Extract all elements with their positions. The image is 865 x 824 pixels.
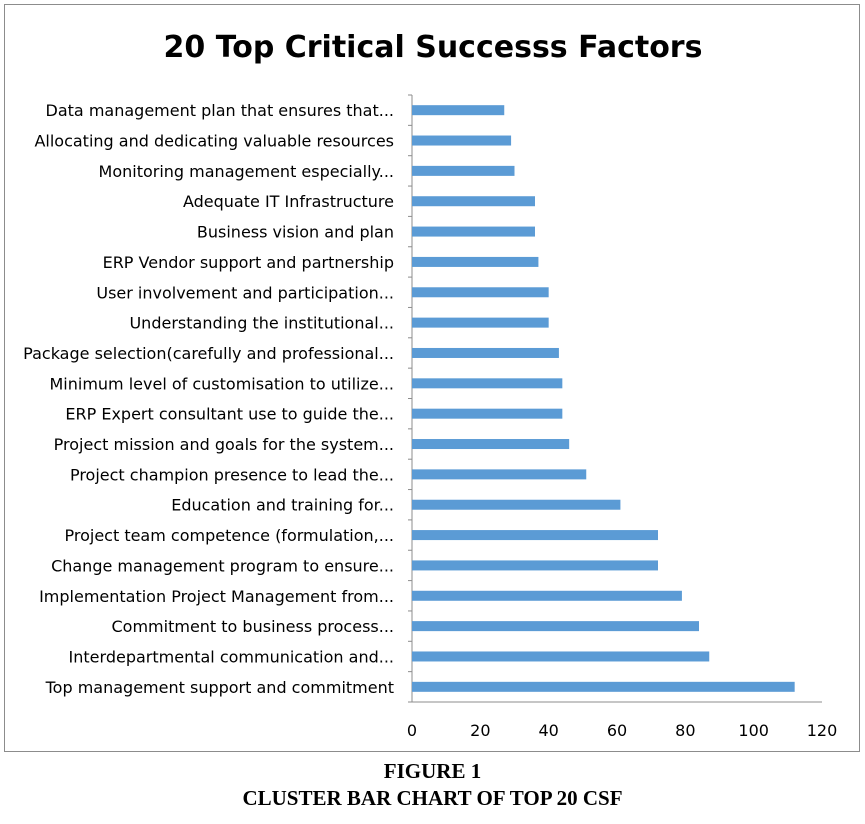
bar <box>412 530 658 541</box>
x-tick-label: 60 <box>607 721 627 740</box>
category-label: Top management support and commitment <box>45 678 394 697</box>
bar <box>412 621 699 632</box>
x-tick-label: 120 <box>807 721 838 740</box>
chart-axes <box>408 94 822 703</box>
bar <box>412 287 549 298</box>
category-label: User involvement and participation... <box>96 283 394 302</box>
bar-chart: 20 Top Critical Successs Factors Top man… <box>23 30 837 740</box>
chart-frame: 20 Top Critical Successs Factors Top man… <box>4 4 860 752</box>
x-tick-label: 40 <box>538 721 558 740</box>
bar <box>412 408 563 419</box>
chart-bars <box>412 105 795 692</box>
x-tick-label: 100 <box>738 721 769 740</box>
figure-number: FIGURE 1 <box>383 759 482 783</box>
bar <box>412 560 658 571</box>
category-label: Adequate IT Infrastructure <box>183 192 394 211</box>
bar <box>412 439 570 450</box>
bar <box>412 135 512 146</box>
figure-description: CLUSTER BAR CHART OF TOP 20 CSF <box>242 786 623 810</box>
category-label: Data management plan that ensures that..… <box>46 101 394 120</box>
bar <box>412 105 505 116</box>
bar <box>412 651 710 662</box>
category-label: Project team competence (formulation,... <box>64 526 394 545</box>
bar <box>412 226 535 237</box>
x-tick-label: 0 <box>407 721 417 740</box>
category-label: Implementation Project Management from..… <box>39 587 394 606</box>
category-label: Change management program to ensure... <box>51 556 394 575</box>
category-label: ERP Vendor support and partnership <box>103 253 394 272</box>
figure-caption: FIGURE 1 CLUSTER BAR CHART OF TOP 20 CSF <box>0 758 865 812</box>
category-label: Commitment to business process... <box>112 617 395 636</box>
bar <box>412 590 682 601</box>
category-label: ERP Expert consultant use to guide the..… <box>65 405 394 424</box>
category-label: Minimum level of customisation to utiliz… <box>49 374 394 393</box>
bar <box>412 499 621 510</box>
bar <box>412 378 563 389</box>
category-label: Understanding the institutional... <box>129 314 394 333</box>
bar <box>412 681 795 692</box>
category-label: Allocating and dedicating valuable resou… <box>34 132 394 151</box>
bar <box>412 469 587 480</box>
category-labels: Top management support and commitment Int… <box>23 101 394 697</box>
bar <box>412 196 535 207</box>
x-tick-labels: 0 20 40 60 80 100 120 <box>407 721 837 740</box>
category-label: Monitoring management especially... <box>99 162 394 181</box>
bar <box>412 317 549 328</box>
category-label: Package selection(carefully and professi… <box>23 344 394 363</box>
category-label: Education and training for... <box>171 496 394 515</box>
bar <box>412 256 539 267</box>
category-label: Project champion presence to lead the... <box>70 465 394 484</box>
category-label: Business vision and plan <box>197 223 394 242</box>
x-tick-label: 20 <box>470 721 490 740</box>
bar <box>412 347 559 358</box>
category-label: Interdepartmental communication and... <box>69 647 394 666</box>
chart-title: 20 Top Critical Successs Factors <box>164 30 703 65</box>
category-label: Project mission and goals for the system… <box>54 435 394 454</box>
bar <box>412 165 515 176</box>
x-tick-label: 80 <box>675 721 695 740</box>
